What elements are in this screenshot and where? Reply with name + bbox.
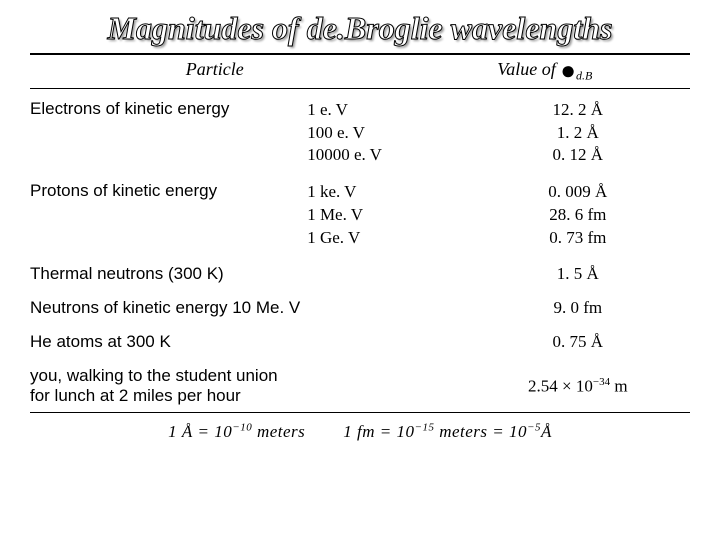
cell: 0. 12 Å bbox=[466, 144, 690, 167]
cell: 1 Me. V bbox=[307, 204, 465, 227]
header-value: Value of ●d.B bbox=[400, 59, 690, 84]
cell: 10000 e. V bbox=[307, 144, 465, 167]
cell: 1 ke. V bbox=[307, 181, 465, 204]
header-particle: Particle bbox=[30, 59, 400, 84]
table-row: Neutrons of kinetic energy 10 Me. V 9. 0… bbox=[30, 298, 690, 318]
protons-energies: 1 ke. V 1 Me. V 1 Ge. V bbox=[307, 181, 465, 250]
header-value-prefix: Value of bbox=[497, 59, 560, 79]
row-label-protons: Protons of kinetic energy bbox=[30, 181, 307, 250]
cell: 100 e. V bbox=[307, 122, 465, 145]
table-row: Electrons of kinetic energy 1 e. V 100 e… bbox=[30, 99, 690, 168]
cell: 9. 0 fm bbox=[466, 298, 690, 318]
table-row: you, walking to the student union for lu… bbox=[30, 366, 690, 406]
table-body: Electrons of kinetic energy 1 e. V 100 e… bbox=[30, 99, 690, 407]
table-row: Protons of kinetic energy 1 ke. V 1 Me. … bbox=[30, 181, 690, 250]
person-line2: for lunch at 2 miles per hour bbox=[30, 386, 466, 406]
cell: 12. 2 Å bbox=[466, 99, 690, 122]
table-row: Thermal neutrons (300 K) 1. 5 Å bbox=[30, 264, 690, 284]
table-row: He atoms at 300 K 0. 75 Å bbox=[30, 332, 690, 352]
header-row: Particle Value of ●d.B bbox=[30, 57, 690, 88]
person-line1: you, walking to the student union bbox=[30, 366, 466, 386]
footnote-fermi: 1 fm = 10−15 meters = 10−5Å bbox=[343, 422, 552, 441]
row-label-thermal-neutrons: Thermal neutrons (300 K) bbox=[30, 264, 466, 284]
cell: 1 e. V bbox=[307, 99, 465, 122]
footnote-angstrom: 1 Å = 10−10 meters bbox=[168, 422, 305, 441]
footnote: 1 Å = 10−10 meters 1 fm = 10−15 meters =… bbox=[30, 421, 690, 442]
cell: 0. 009 Å bbox=[466, 181, 690, 204]
row-label-neutrons-10mev: Neutrons of kinetic energy 10 Me. V bbox=[30, 298, 466, 318]
cell: 1. 5 Å bbox=[466, 264, 690, 284]
lambda-subscript: d.B bbox=[576, 69, 592, 83]
row-label-he-atoms: He atoms at 300 K bbox=[30, 332, 466, 352]
cell: 0. 73 fm bbox=[466, 227, 690, 250]
rule-bottom bbox=[30, 412, 690, 413]
protons-values: 0. 009 Å 28. 6 fm 0. 73 fm bbox=[466, 181, 690, 250]
cell: 2.54 × 10−34 m bbox=[466, 376, 690, 397]
cell: 1 Ge. V bbox=[307, 227, 465, 250]
slide-title: Magnitudes of de.Broglie wavelengths bbox=[30, 10, 690, 47]
lambda-icon: ● bbox=[560, 56, 576, 85]
row-label-person: you, walking to the student union for lu… bbox=[30, 366, 466, 406]
electrons-values: 12. 2 Å 1. 2 Å 0. 12 Å bbox=[466, 99, 690, 168]
electrons-energies: 1 e. V 100 e. V 10000 e. V bbox=[307, 99, 465, 168]
rule-under-header bbox=[30, 88, 690, 89]
cell: 0. 75 Å bbox=[466, 332, 690, 352]
row-label-electrons: Electrons of kinetic energy bbox=[30, 99, 307, 168]
cell: 28. 6 fm bbox=[466, 204, 690, 227]
rule-top bbox=[30, 53, 690, 55]
cell: 1. 2 Å bbox=[466, 122, 690, 145]
